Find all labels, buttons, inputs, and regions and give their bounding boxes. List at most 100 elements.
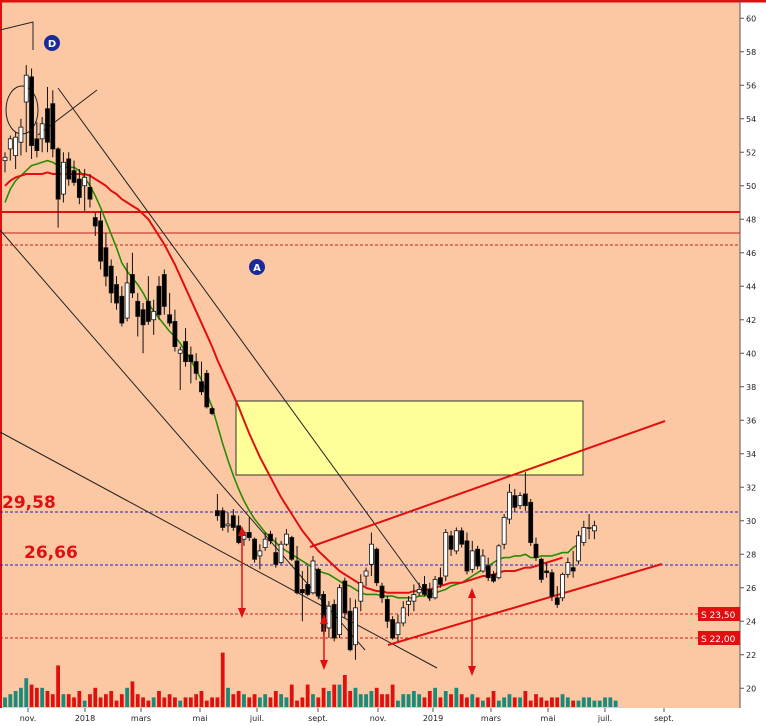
volume-bar [215, 697, 220, 707]
volume-bar [534, 694, 538, 707]
y-tick-label: 28 [746, 550, 756, 559]
volume-bar [550, 697, 554, 707]
x-tick-label: nov. [370, 714, 387, 723]
volume-bar [496, 700, 501, 707]
bottom-axis-panel [0, 708, 766, 726]
candle-body [71, 170, 77, 183]
volume-bar [486, 697, 491, 707]
volume-bar [337, 684, 342, 707]
candle-body [592, 525, 597, 532]
volume-bar [66, 694, 71, 707]
candle-body [156, 285, 162, 316]
support-tag-23-50: S 23,50 [698, 607, 740, 621]
volume-bar [72, 697, 76, 707]
candle-body [151, 310, 157, 321]
volume-bar [316, 697, 321, 707]
candle-body [114, 284, 119, 304]
candle-body [98, 220, 103, 262]
candle-body [145, 300, 151, 322]
candle-body [507, 491, 512, 520]
volume-bar [210, 697, 214, 707]
volume-bar [173, 697, 177, 707]
volume-bar [247, 697, 252, 707]
volume-bar [50, 694, 55, 707]
volume-bar [167, 694, 172, 707]
volume-bar [257, 697, 262, 707]
support-tag-23-50-text: S 23,50 [701, 611, 736, 621]
x-tick-label: 2019 [423, 714, 443, 723]
volume-bar [417, 694, 422, 707]
volume-bar [369, 691, 374, 707]
x-tick-label: mai [193, 714, 208, 723]
candle-body [108, 265, 114, 294]
candle-body [390, 619, 396, 639]
volume-bar [571, 700, 576, 707]
double-arrow-1 [238, 526, 246, 618]
candle-body [560, 573, 565, 599]
volume-bar [544, 700, 549, 707]
candle-body [252, 538, 257, 560]
x-axis: nov. 2018 mars mai juil. sept. nov. 2019 mars mai… [20, 708, 674, 723]
y-tick-label: 44 [746, 282, 756, 291]
candle-body [2, 156, 8, 162]
candle-body [29, 76, 34, 146]
drawing-tools [0, 21, 740, 669]
candle-body [528, 501, 534, 543]
volume-bar [103, 694, 108, 707]
candle-body [570, 567, 576, 572]
level-label-26-66: 26,66 [24, 543, 78, 563]
volume-bar [422, 697, 427, 707]
candle-body [204, 372, 210, 408]
volume-bar [29, 684, 34, 707]
x-tick-label: juil. [597, 714, 612, 723]
volume-bar [188, 697, 193, 707]
candle-body [406, 600, 411, 605]
candle-body [475, 548, 480, 567]
volume-bar [284, 697, 289, 707]
candle-body [284, 533, 289, 545]
candle-body [347, 610, 353, 651]
candle-body [533, 543, 539, 559]
volume-bar [236, 691, 241, 707]
volume-bar [119, 694, 124, 707]
volume-bar [390, 684, 395, 707]
y-tick-label: 22 [746, 651, 756, 660]
volume-bar [380, 694, 384, 707]
volume-bar [151, 697, 156, 707]
candle-body [432, 578, 438, 599]
plot-background [0, 0, 740, 708]
volume-bar [130, 681, 135, 707]
channel-line-lower [387, 563, 663, 646]
volume-bar [332, 684, 337, 707]
candle-body [395, 622, 401, 636]
candle-body [512, 495, 518, 508]
candle-body [119, 295, 125, 324]
volume-bar [77, 691, 82, 707]
candle-body [188, 354, 194, 363]
support-tag-22-00-text: S 22,00 [701, 635, 736, 645]
candle-body [220, 510, 226, 528]
y-tick-label: 30 [746, 517, 756, 526]
volume-bar [231, 694, 236, 707]
candle-body [374, 548, 380, 584]
candle-body [34, 138, 40, 151]
candle-body [342, 580, 348, 614]
candle-body [586, 527, 592, 529]
volume-bar [300, 697, 305, 707]
candle-body [23, 74, 29, 103]
candle-body [18, 126, 24, 143]
volume-bar [555, 697, 560, 707]
double-arrow-3 [468, 588, 476, 676]
candle-body [183, 341, 188, 363]
volume-bar [327, 691, 331, 707]
candle-body [464, 540, 470, 572]
support-tag-22-00: S 22,00 [698, 631, 740, 645]
volume-bar [178, 700, 183, 707]
candle-body [262, 538, 268, 548]
volume-bar [93, 687, 98, 707]
volume-bar [374, 687, 379, 707]
volume-bar [427, 691, 432, 707]
marker-a-label: A [253, 263, 261, 274]
volume-bar [157, 691, 161, 707]
volume-bar [226, 687, 230, 707]
